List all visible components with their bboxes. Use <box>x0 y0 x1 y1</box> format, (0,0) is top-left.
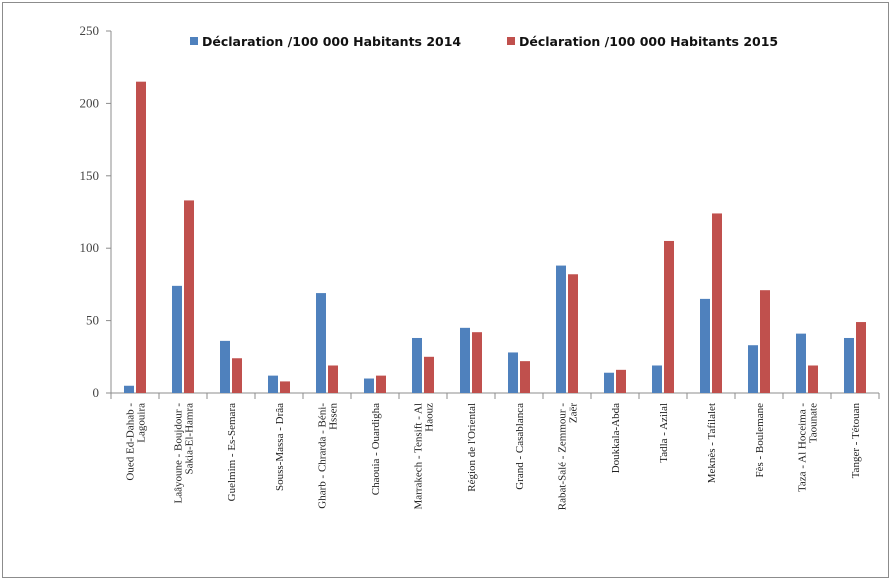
bar-2015 <box>856 322 866 393</box>
x-category-label: Haouz <box>424 403 436 432</box>
x-category-label: Laâyoune - Boujdour - <box>173 403 185 504</box>
x-category-label: Taounate <box>808 403 820 443</box>
x-category-label: Taza - Al Hoceima - <box>797 403 809 492</box>
bar-2015 <box>760 290 770 393</box>
x-category-label: Chaouia - Ouardigha <box>370 403 382 495</box>
bar-2014 <box>700 298 710 393</box>
x-category-label: Région de l'Oriental <box>466 403 478 492</box>
x-category-label: Hssen <box>328 403 340 430</box>
bar-2014 <box>460 327 470 393</box>
bar-2014 <box>268 375 278 393</box>
bar-2014 <box>796 333 806 393</box>
bar-2015 <box>136 81 146 394</box>
x-category-label: Grand - Casablanca <box>514 403 526 490</box>
bar-2015 <box>184 200 194 393</box>
bar-2015 <box>424 356 434 393</box>
bar-2014 <box>844 337 854 393</box>
y-tick-label: 0 <box>93 385 100 400</box>
bar-2015 <box>568 274 578 393</box>
x-category-label: Souss-Massa - Drâa <box>274 403 286 491</box>
legend: Déclaration /100 000 Habitants 2014 Décla… <box>190 34 778 49</box>
bar-2015 <box>664 240 674 393</box>
x-category-label: Oued Ed-Dahab - <box>125 403 137 481</box>
bar-2014 <box>364 378 374 393</box>
y-tick-label: 100 <box>80 240 100 255</box>
x-category-label: Tadla - Azilal <box>658 403 670 463</box>
bar-2014 <box>508 352 518 393</box>
bar-2014 <box>220 340 230 393</box>
bar-2015 <box>808 365 818 393</box>
y-tick-label: 50 <box>86 313 99 328</box>
bar-2015 <box>520 361 530 393</box>
legend-swatch <box>190 37 198 45</box>
x-category-label: Fès - Boulemane <box>754 403 766 478</box>
bar-2015 <box>616 369 626 393</box>
bar-2014 <box>748 345 758 393</box>
legend-label: Déclaration /100 000 Habitants 2014 <box>202 34 461 49</box>
bar-2014 <box>172 285 182 393</box>
bar-2015 <box>328 365 338 393</box>
x-category-label: Sakia-El-Hamra <box>184 403 196 475</box>
bar-2014 <box>556 265 566 393</box>
y-tick-label: 250 <box>80 23 100 38</box>
bar-2014 <box>412 337 422 393</box>
x-category-label: Meknès - Tafilalet <box>706 403 718 483</box>
x-category-label: Marrakech - Tensift - Al <box>413 403 425 510</box>
x-category-label: Lagouira <box>136 403 148 443</box>
legend-label: Déclaration /100 000 Habitants 2015 <box>519 34 778 49</box>
x-category-label: Guelmim - Es-Semara <box>226 403 238 501</box>
bar-2014 <box>124 385 134 393</box>
x-category-label: Tanger - Tétouan <box>850 403 862 479</box>
x-category-label: Rabat-Salé - Zemmour - <box>557 403 569 511</box>
bar-2015 <box>712 213 722 393</box>
bar-2015 <box>376 375 386 393</box>
y-tick-label: 150 <box>80 168 100 183</box>
plot-area: 0 50 100 150 200 250 Oued Ed-Dahab - Lagouira La… <box>80 23 880 510</box>
bar-2014 <box>316 293 326 393</box>
bar-2015 <box>472 332 482 393</box>
bar-2014 <box>604 372 614 393</box>
legend-swatch <box>507 37 515 45</box>
y-tick-label: 200 <box>80 95 100 110</box>
x-category-label: Doukkala-Abda <box>610 403 622 473</box>
bar-2014 <box>652 365 662 393</box>
bar-2015 <box>280 381 290 393</box>
x-category-label: Zaër <box>568 403 580 423</box>
x-category-label: Gharb - Chrarda - Béni- <box>317 403 329 509</box>
bar-2015 <box>232 358 242 393</box>
